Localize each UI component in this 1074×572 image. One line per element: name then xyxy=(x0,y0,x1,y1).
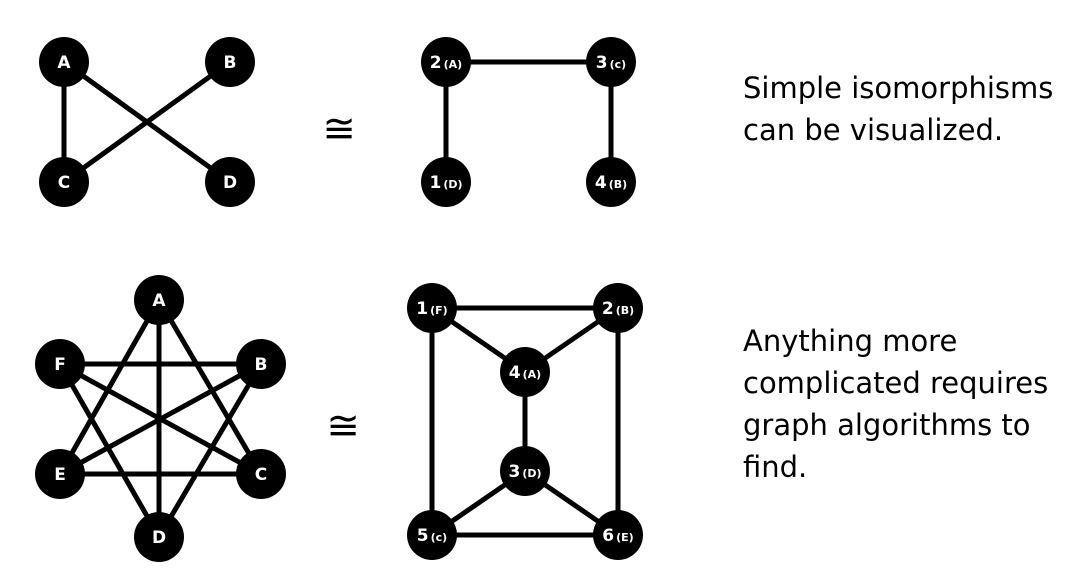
node-label: 4 (B) xyxy=(595,173,627,193)
node-left-F: F xyxy=(35,339,85,389)
node-label: 2 (B) xyxy=(602,299,634,319)
node-label: 3 (c) xyxy=(596,53,626,73)
node-circle xyxy=(205,157,255,207)
edge-A-E xyxy=(57,298,162,476)
node-left-B: B xyxy=(205,37,255,87)
node-label: 1 (D) xyxy=(429,173,462,193)
node-left-E: E xyxy=(35,449,85,499)
node-right-3: 3 (c) xyxy=(586,37,636,87)
node-circle xyxy=(134,512,184,562)
node-label: 4 (A) xyxy=(509,363,541,383)
isomorphism-symbol: ≅ xyxy=(322,106,356,152)
node-circle xyxy=(421,157,471,207)
node-circle xyxy=(205,37,255,87)
node-circle xyxy=(500,446,550,496)
edge-F-D xyxy=(57,362,162,539)
node-circle xyxy=(407,510,457,560)
node-circle xyxy=(134,275,184,325)
node-right-4: 4 (B) xyxy=(586,157,636,207)
node-label: A xyxy=(152,291,166,311)
node-label: C xyxy=(58,173,70,193)
node-label: 1 (F) xyxy=(416,299,447,319)
edge-B-E xyxy=(58,361,263,477)
node-circle xyxy=(593,510,643,560)
node-right-6: 6 (E) xyxy=(593,510,643,560)
edge-B-C xyxy=(62,59,232,185)
node-circle xyxy=(39,157,89,207)
node-label: F xyxy=(54,355,66,375)
node-left-D: D xyxy=(205,157,255,207)
node-circle xyxy=(586,37,636,87)
node-label: A xyxy=(57,53,71,73)
node-left-D: D xyxy=(134,512,184,562)
graph-complex-right: 1 (F) 2 (B) 4 (A) 3 (D) 5 (c) 6 (E) xyxy=(407,283,643,560)
node-circle xyxy=(586,157,636,207)
node-right-5: 5 (c) xyxy=(407,510,457,560)
node-circle xyxy=(421,37,471,87)
node-circle xyxy=(236,449,286,499)
isomorphism-symbol: ≅ xyxy=(326,403,360,449)
graph-complex-left: A B C D E F xyxy=(35,275,286,562)
node-right-2: 2 (B) xyxy=(593,283,643,333)
node-right-4: 4 (A) xyxy=(500,347,550,397)
edge-A-C xyxy=(156,298,264,476)
caption-simple-isomorphisms: Simple isomorphisms can be visualized. xyxy=(743,71,1054,147)
node-label: D xyxy=(152,528,166,548)
node-label: 5 (c) xyxy=(417,526,447,546)
node-right-1: 1 (F) xyxy=(407,283,457,333)
node-circle xyxy=(35,449,85,499)
node-left-C: C xyxy=(39,157,89,207)
node-label: B xyxy=(224,53,237,73)
node-circle xyxy=(39,37,89,87)
node-right-2: 2 (A) xyxy=(421,37,471,87)
graph-simple-left: A B C D xyxy=(39,37,255,207)
node-label: 2 (A) xyxy=(430,53,462,73)
node-circle xyxy=(593,283,643,333)
node-label: C xyxy=(255,465,267,485)
node-left-C: C xyxy=(236,449,286,499)
node-right-3: 3 (D) xyxy=(500,446,550,496)
node-left-B: B xyxy=(236,339,286,389)
node-circle xyxy=(236,339,286,389)
node-label: D xyxy=(223,173,237,193)
node-circle xyxy=(500,347,550,397)
node-circle xyxy=(35,339,85,389)
node-label: 3 (D) xyxy=(508,462,541,482)
node-left-A: A xyxy=(39,37,89,87)
node-label: B xyxy=(255,355,268,375)
node-right-1: 1 (D) xyxy=(421,157,471,207)
node-circle xyxy=(407,283,457,333)
node-label: 6 (E) xyxy=(602,526,633,546)
graph-simple-right: 2 (A) 3 (c) 1 (D) 4 (B) xyxy=(421,37,636,207)
caption-complicated-isomorphisms: Anything more complicated requires graph… xyxy=(743,324,1049,484)
node-label: E xyxy=(54,465,66,485)
node-left-A: A xyxy=(134,275,184,325)
edge-B-D xyxy=(156,362,264,539)
